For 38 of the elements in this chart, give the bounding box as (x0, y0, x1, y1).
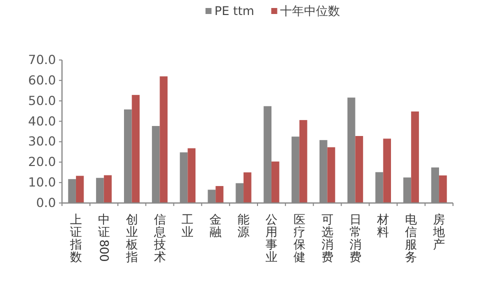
bar (188, 148, 196, 203)
bar (132, 94, 140, 203)
y-tick-label: 70.0 (28, 52, 56, 67)
x-tick-label: 日常消费 (349, 212, 362, 264)
y-tick-label: 60.0 (28, 72, 56, 88)
x-tick-label: 工业 (182, 212, 194, 239)
y-tick-label: 20.0 (28, 154, 56, 170)
bar (160, 76, 168, 203)
x-tick-label: 公用事业 (265, 212, 278, 264)
bar (271, 162, 280, 203)
x-tick-label: 信息技术 (152, 212, 166, 264)
bar (411, 111, 419, 203)
x-tick-label: 中证800 (96, 212, 111, 262)
bar (299, 120, 308, 203)
y-tick-label: 30.0 (28, 134, 56, 149)
bar (327, 147, 336, 203)
bar (355, 136, 364, 203)
bar (104, 175, 112, 203)
x-tick-label: 上证指数 (68, 212, 82, 264)
y-tick-label: 10.0 (28, 174, 56, 190)
y-tick-label: 50.0 (28, 92, 56, 108)
bar (76, 176, 84, 203)
x-tick-label: 金融 (210, 212, 222, 239)
legend-label: PE ttm (214, 4, 254, 18)
bar (383, 138, 391, 203)
x-tick-label: 创业板指 (124, 212, 138, 264)
bar (216, 186, 224, 203)
y-tick-label: 0.0 (36, 195, 56, 210)
y-tick-label: 40.0 (28, 113, 56, 128)
x-tick-label: 材料 (376, 212, 390, 239)
legend-label: 十年中位数 (280, 4, 340, 18)
bar (244, 172, 252, 203)
bar (439, 175, 447, 203)
x-tick-label: 医疗保健 (293, 212, 306, 264)
x-tick-label: 能源 (238, 212, 250, 239)
x-tick-label: 可选消费 (321, 212, 334, 264)
x-tick-label: 电信服务 (405, 212, 418, 264)
x-tick-label: 房地产 (432, 212, 446, 252)
